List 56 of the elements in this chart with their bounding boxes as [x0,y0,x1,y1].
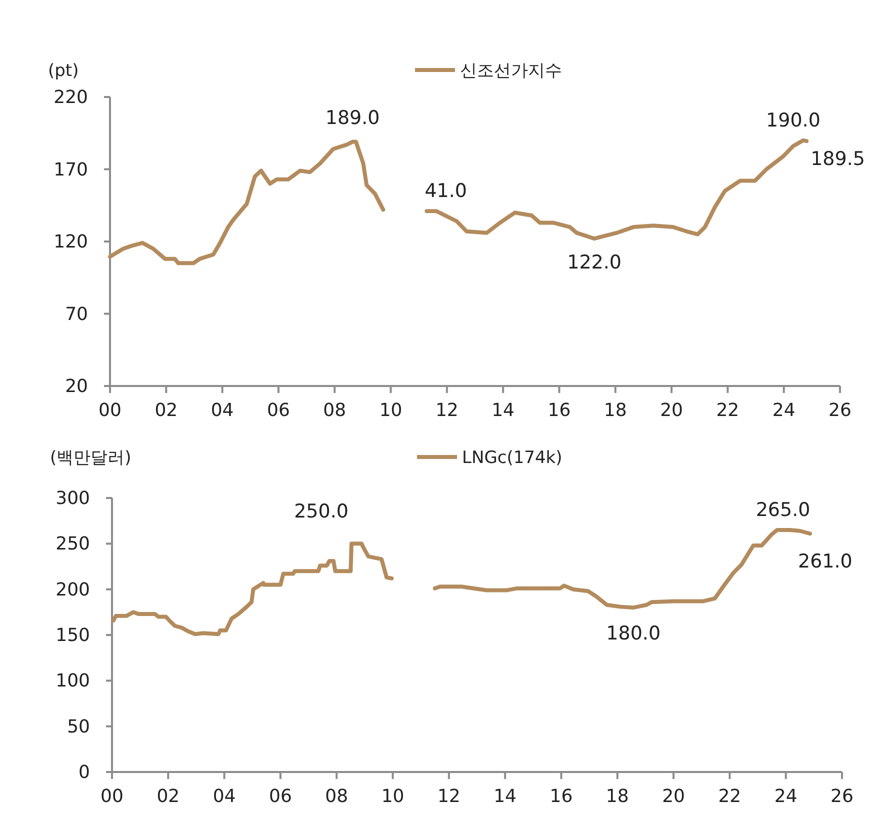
x-tick-label: 24 [774,786,798,807]
x-tick-label: 12 [435,400,458,421]
x-tick-label: 00 [100,786,124,807]
y-axis-title: (pt) [48,61,79,81]
y-tick-label: 300 [56,488,90,509]
x-tick-label: 26 [830,786,854,807]
x-tick-label: 26 [828,400,852,421]
x-tick-label: 04 [212,786,236,807]
x-tick-label: 20 [660,400,683,421]
x-tick-label: 10 [379,400,402,421]
line-series [108,140,386,266]
x-tick-label: 08 [325,786,348,807]
x-tick-label: 02 [156,786,180,807]
x-tick-label: 10 [381,786,404,807]
x-tick-label: 22 [718,786,742,807]
y-tick-label: 200 [56,579,90,600]
annotation: 261.0 [798,550,852,573]
line-series [111,542,394,636]
x-tick-label: 08 [323,400,346,421]
annotation: 265.0 [756,498,810,521]
x-tick-label: 06 [267,400,290,421]
y-tick-label: 170 [54,159,88,180]
x-tick-label: 24 [772,400,796,421]
x-tick-label: 12 [437,786,460,807]
x-tick-label: 20 [662,786,685,807]
x-tick-label: 00 [98,400,122,421]
y-tick-label: 250 [56,534,90,555]
y-tick-label: 220 [54,87,88,108]
x-tick-label: 14 [494,786,517,807]
y-tick-label: 50 [67,716,90,738]
x-tick-label: 18 [604,400,627,421]
legend-label: 신조선가지수 [460,61,562,81]
y-tick-label: 0 [78,762,90,783]
y-tick-label: 70 [65,304,88,325]
y-tick-label: 150 [56,625,90,646]
annotation: 189.5 [810,148,865,170]
legend-label: LNGc(174k) [462,448,562,468]
annotation: 189.0 [325,106,380,129]
y-tick-label: 20 [65,376,88,397]
annotation: 122.0 [567,252,622,274]
y-axis-title: (백만달러) [50,448,132,468]
y-tick-label: 120 [54,232,88,252]
x-tick-label: 16 [548,400,571,421]
annotation: 41.0 [424,180,468,202]
annotation: 190.0 [766,109,820,132]
x-tick-label: 16 [550,786,573,807]
line-series [424,138,809,241]
annotation: 250.0 [294,500,348,523]
x-tick-label: 18 [606,786,629,807]
x-tick-label: 06 [269,786,292,807]
x-tick-label: 04 [210,400,234,421]
annotation: 180.0 [606,622,661,645]
x-tick-label: 14 [492,400,515,421]
x-tick-label: 22 [716,400,740,421]
y-tick-label: 100 [56,670,90,692]
x-tick-label: 02 [154,400,178,421]
